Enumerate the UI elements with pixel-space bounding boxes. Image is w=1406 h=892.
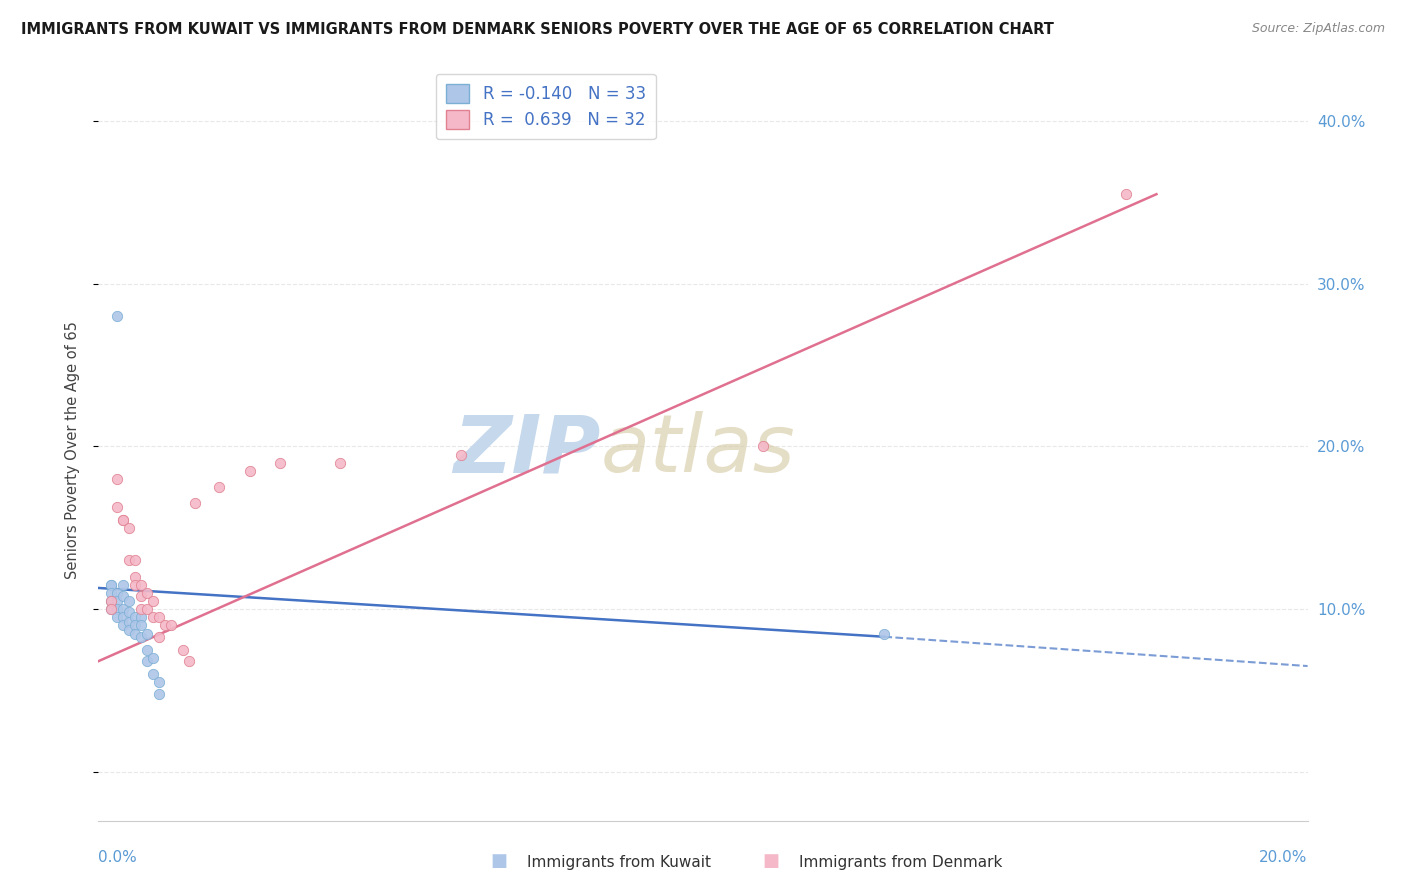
Point <box>111 618 134 632</box>
Point <box>100 602 122 616</box>
Point <box>129 602 152 616</box>
Point <box>118 594 141 608</box>
Point <box>100 594 122 608</box>
Point <box>100 602 122 616</box>
Text: 0.0%: 0.0% <box>98 850 138 865</box>
Point <box>135 654 157 668</box>
Text: Immigrants from Kuwait: Immigrants from Kuwait <box>527 855 711 870</box>
Text: IMMIGRANTS FROM KUWAIT VS IMMIGRANTS FROM DENMARK SENIORS POVERTY OVER THE AGE O: IMMIGRANTS FROM KUWAIT VS IMMIGRANTS FRO… <box>21 22 1054 37</box>
Point <box>148 687 170 701</box>
Point <box>105 310 128 324</box>
Point <box>148 630 170 644</box>
Point <box>105 594 128 608</box>
Point <box>142 667 165 681</box>
Text: 20.0%: 20.0% <box>1260 850 1308 865</box>
Point <box>148 675 170 690</box>
Point <box>184 496 207 510</box>
Legend: R = -0.140   N = 33, R =  0.639   N = 32: R = -0.140 N = 33, R = 0.639 N = 32 <box>436 74 655 139</box>
Point <box>129 610 152 624</box>
Point <box>329 456 352 470</box>
Point <box>873 626 896 640</box>
Point <box>105 610 128 624</box>
Point <box>160 618 183 632</box>
Point <box>124 577 146 591</box>
Point <box>172 642 194 657</box>
Point <box>100 594 122 608</box>
Point <box>124 553 146 567</box>
Point <box>752 439 775 453</box>
Point <box>111 577 134 591</box>
Point <box>153 618 176 632</box>
Point <box>124 610 146 624</box>
Point <box>129 577 152 591</box>
Point <box>269 456 291 470</box>
Point <box>179 654 201 668</box>
Point <box>1115 187 1137 202</box>
Point <box>118 624 141 638</box>
Point <box>124 569 146 583</box>
Point <box>129 618 152 632</box>
Point <box>124 618 146 632</box>
Text: ■: ■ <box>762 852 779 870</box>
Point <box>105 500 128 514</box>
Point <box>135 642 157 657</box>
Point <box>105 472 128 486</box>
Point <box>142 594 165 608</box>
Text: atlas: atlas <box>600 411 794 490</box>
Text: ZIP: ZIP <box>453 411 600 490</box>
Point <box>111 513 134 527</box>
Point <box>100 586 122 600</box>
Point <box>208 480 231 494</box>
Point <box>142 651 165 665</box>
Point <box>100 577 122 591</box>
Point <box>129 630 152 644</box>
Point <box>111 513 134 527</box>
Text: ■: ■ <box>491 852 508 870</box>
Point <box>105 602 128 616</box>
Point <box>118 553 141 567</box>
Text: Immigrants from Denmark: Immigrants from Denmark <box>799 855 1002 870</box>
Point <box>450 448 472 462</box>
Point <box>111 610 134 624</box>
Point <box>135 626 157 640</box>
Point <box>118 615 141 629</box>
Point <box>239 464 262 478</box>
Point <box>118 521 141 535</box>
Point <box>118 606 141 620</box>
Point <box>135 602 157 616</box>
Point <box>142 610 165 624</box>
Point <box>129 589 152 603</box>
Point <box>111 602 134 616</box>
Point <box>105 586 128 600</box>
Point <box>124 626 146 640</box>
Point <box>135 586 157 600</box>
Point <box>111 589 134 603</box>
Y-axis label: Seniors Poverty Over the Age of 65: Seniors Poverty Over the Age of 65 <box>65 321 80 580</box>
Point <box>148 610 170 624</box>
Text: Source: ZipAtlas.com: Source: ZipAtlas.com <box>1251 22 1385 36</box>
Point <box>100 577 122 591</box>
